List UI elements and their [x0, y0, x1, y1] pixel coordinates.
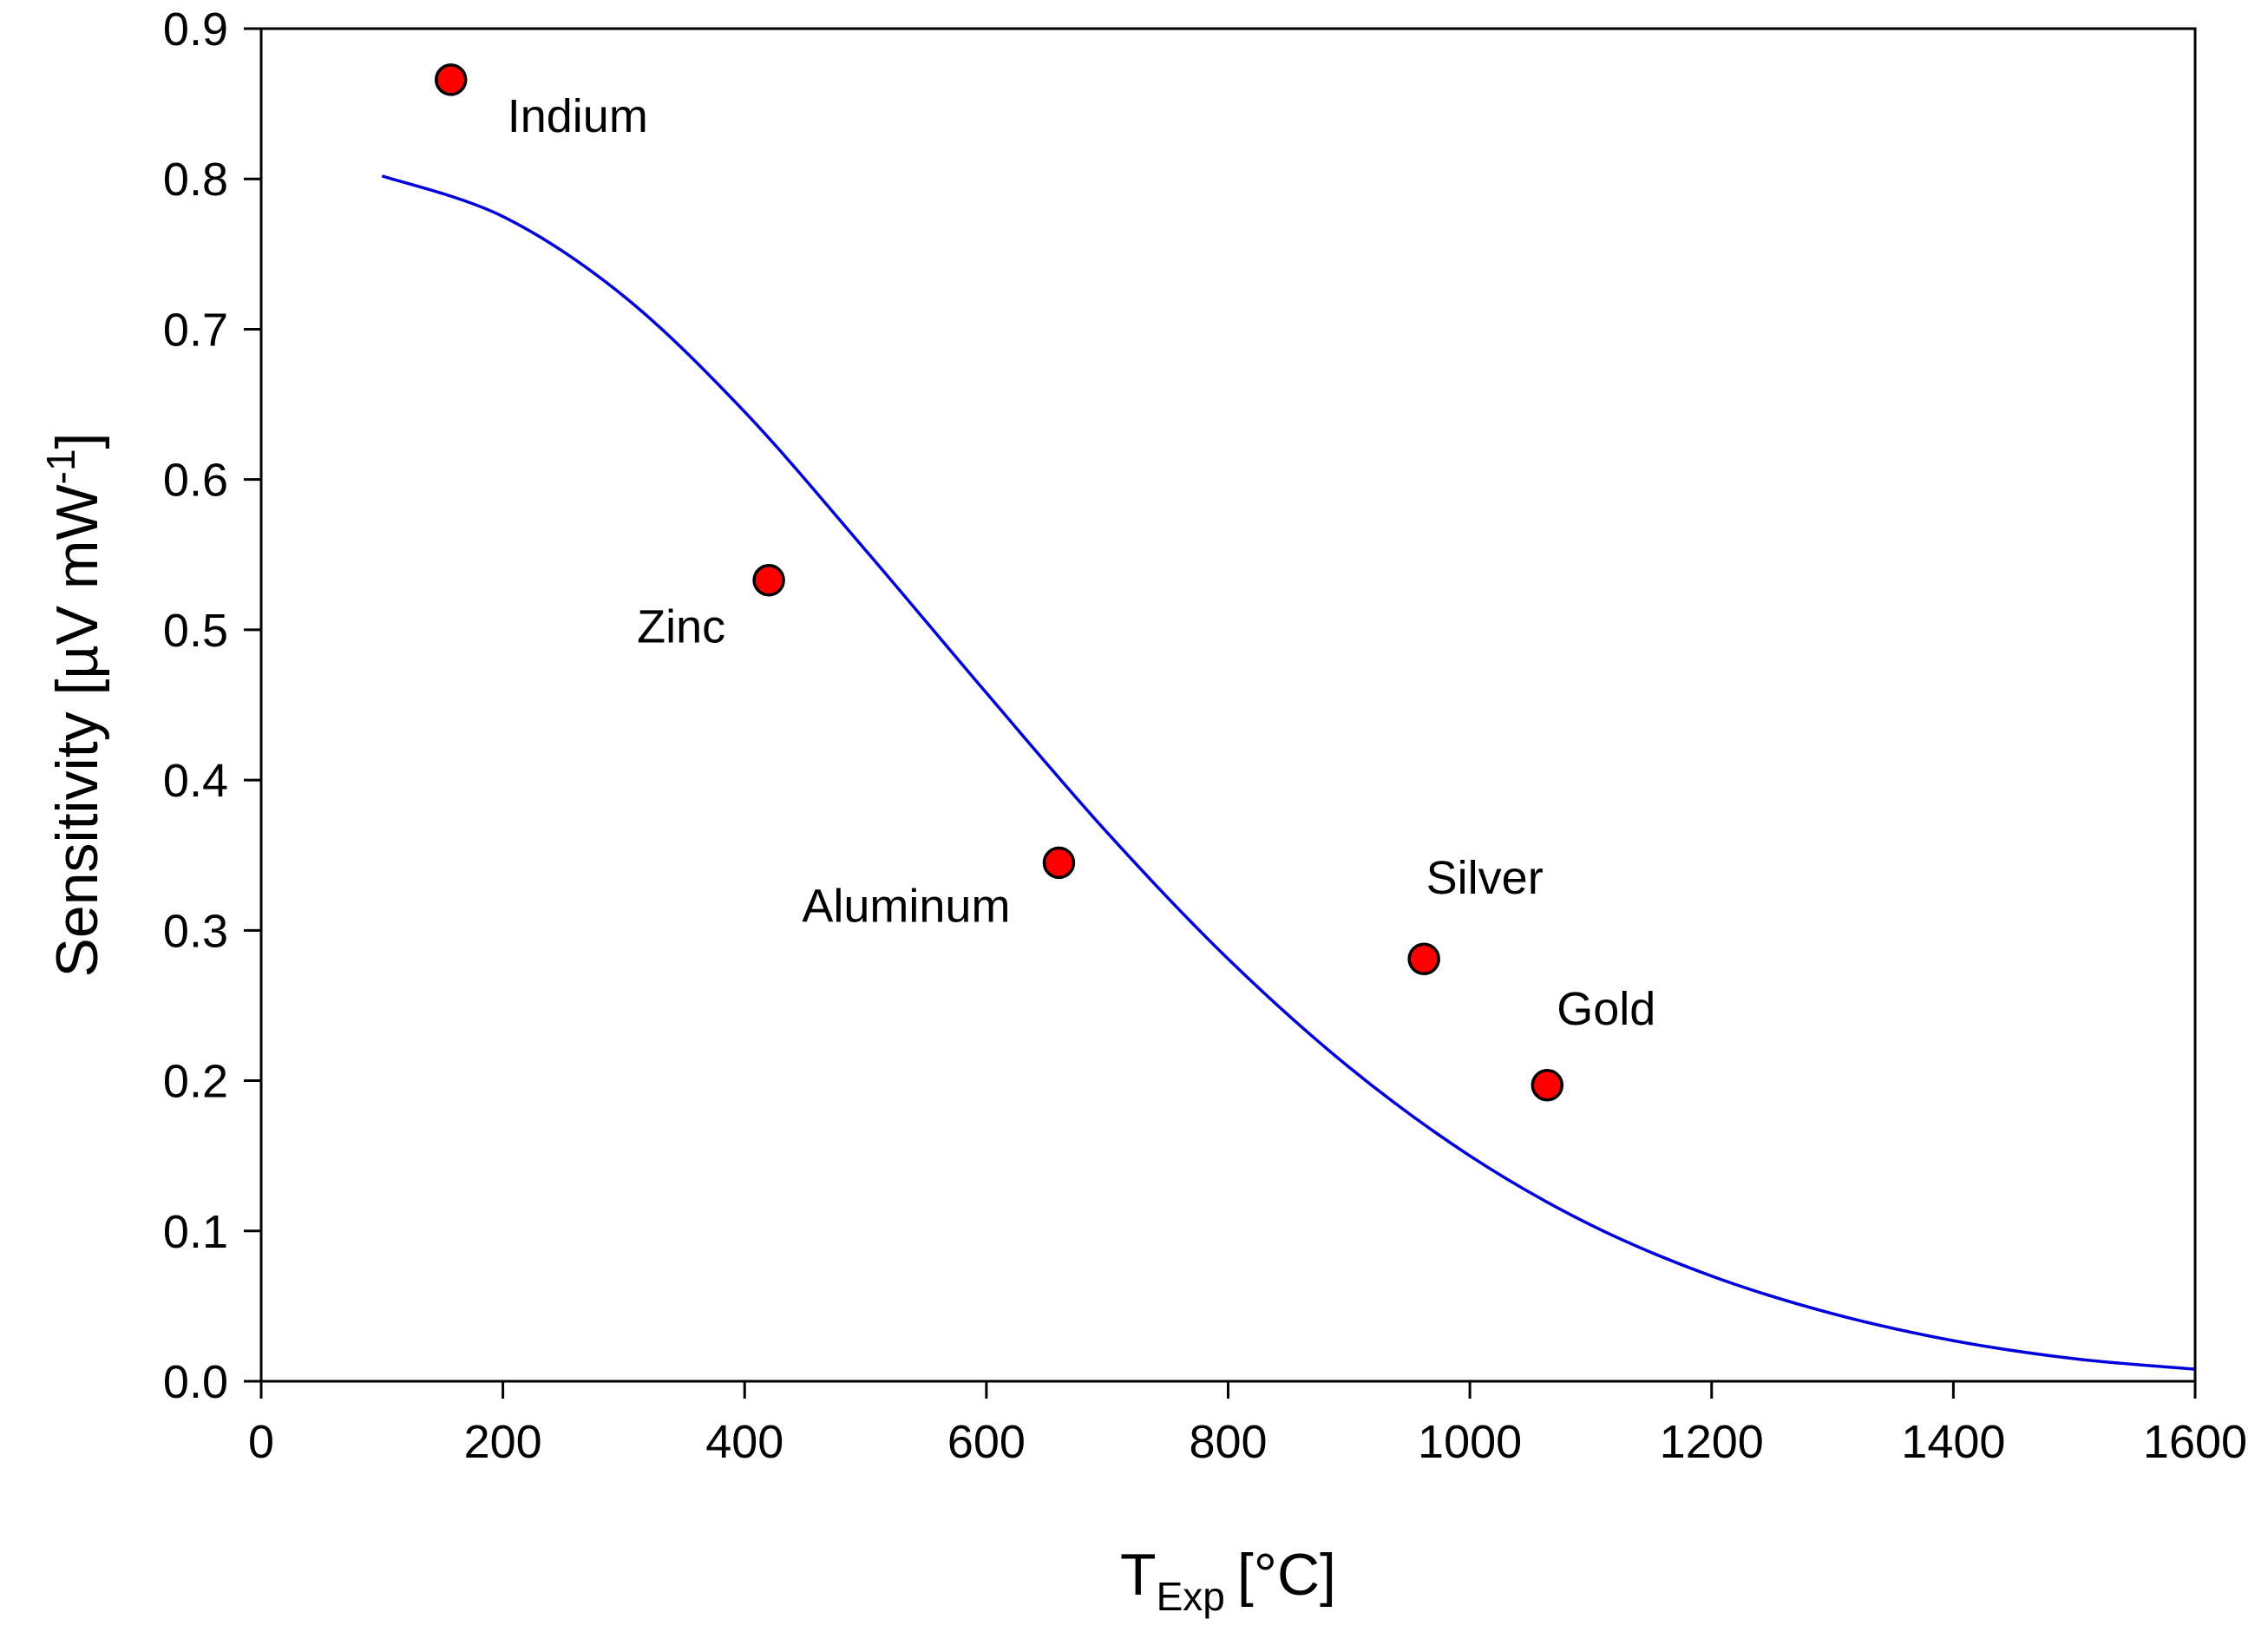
x-tick-label: 0	[248, 1416, 274, 1468]
x-axis-title-main: T	[1120, 1542, 1157, 1608]
x-tick-label: 1600	[2143, 1416, 2247, 1468]
point-label-aluminum: Aluminum	[802, 880, 1010, 932]
x-tick-label: 800	[1189, 1416, 1267, 1468]
x-axis-title-subscript: Exp	[1157, 1574, 1225, 1619]
y-tick-label: 0.4	[163, 755, 228, 807]
data-point-zinc	[752, 563, 785, 597]
y-tick-label: 0.7	[163, 304, 228, 356]
y-tick-label: 0.9	[163, 3, 228, 56]
model-curve	[381, 174, 2196, 1371]
data-point-indium	[434, 63, 468, 96]
x-axis-ticks: 0 200 400 600 800 1000 1200 1400 1600	[248, 1381, 2247, 1468]
point-label-silver: Silver	[1426, 852, 1544, 904]
y-axis-title-main: Sensitivity [µV mW	[44, 484, 110, 977]
y-tick-label: 0.3	[163, 905, 228, 957]
x-tick-label: 1400	[1901, 1416, 2005, 1468]
plot-frame	[259, 27, 2197, 1383]
y-axis-title-close: ]	[44, 433, 110, 449]
point-label-gold: Gold	[1557, 983, 1655, 1035]
y-tick-label: 0.1	[163, 1206, 228, 1258]
point-label-zinc: Zinc	[637, 601, 725, 653]
y-axis-title: Sensitivity [µV mW-1]	[38, 433, 110, 978]
x-tick-label: 400	[705, 1416, 783, 1468]
y-tick-label: 0.8	[163, 154, 228, 206]
y-tick-label: 0.2	[163, 1056, 228, 1108]
x-tick-label: 1000	[1418, 1416, 1522, 1468]
y-tick-label: 0.5	[163, 605, 228, 657]
x-axis-title: TExp [°C]	[1120, 1542, 1336, 1619]
x-axis-title-unit: [°C]	[1237, 1542, 1336, 1608]
y-tick-label: 0.0	[163, 1356, 228, 1408]
data-points: Indium Zinc Aluminum Silver Gold	[434, 63, 1655, 1102]
x-tick-label: 600	[947, 1416, 1026, 1468]
y-axis-title-superscript: -1	[38, 449, 83, 484]
y-axis-ticks: 0.0 0.1 0.2 0.3 0.4 0.5 0.6 0.7 0.8 0.9	[163, 3, 261, 1408]
y-tick-label: 0.6	[163, 455, 228, 507]
data-point-gold	[1531, 1069, 1564, 1102]
point-label-indium: Indium	[508, 90, 648, 142]
data-point-aluminum	[1042, 846, 1076, 880]
x-tick-label: 1200	[1660, 1416, 1764, 1468]
data-point-silver	[1407, 942, 1440, 975]
x-tick-label: 200	[464, 1416, 542, 1468]
